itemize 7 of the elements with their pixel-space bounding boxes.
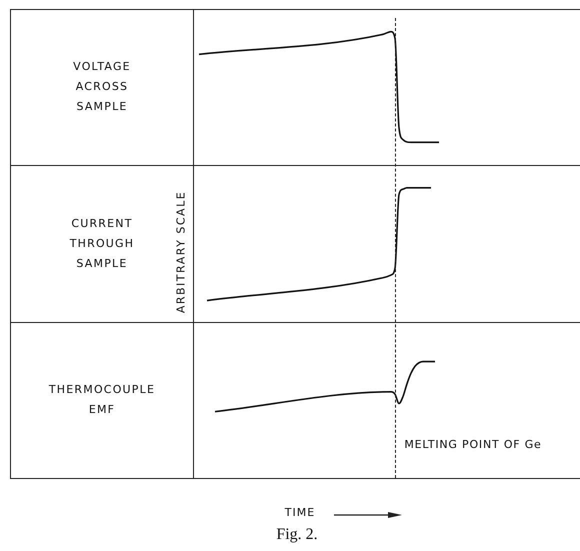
text: CURRENT THROUGH SAMPLE: [70, 216, 134, 272]
text: VOLTAGE ACROSS SAMPLE: [73, 59, 131, 115]
y-axis-title: ARBITRARY SCALE: [174, 186, 188, 317]
x-axis-title: TIME: [284, 506, 316, 519]
annotation: MELTING POINT OF Ge: [398, 436, 548, 454]
text: THERMOCOUPLE EMF: [48, 382, 156, 418]
caption: Fig. 2.: [276, 526, 318, 544]
